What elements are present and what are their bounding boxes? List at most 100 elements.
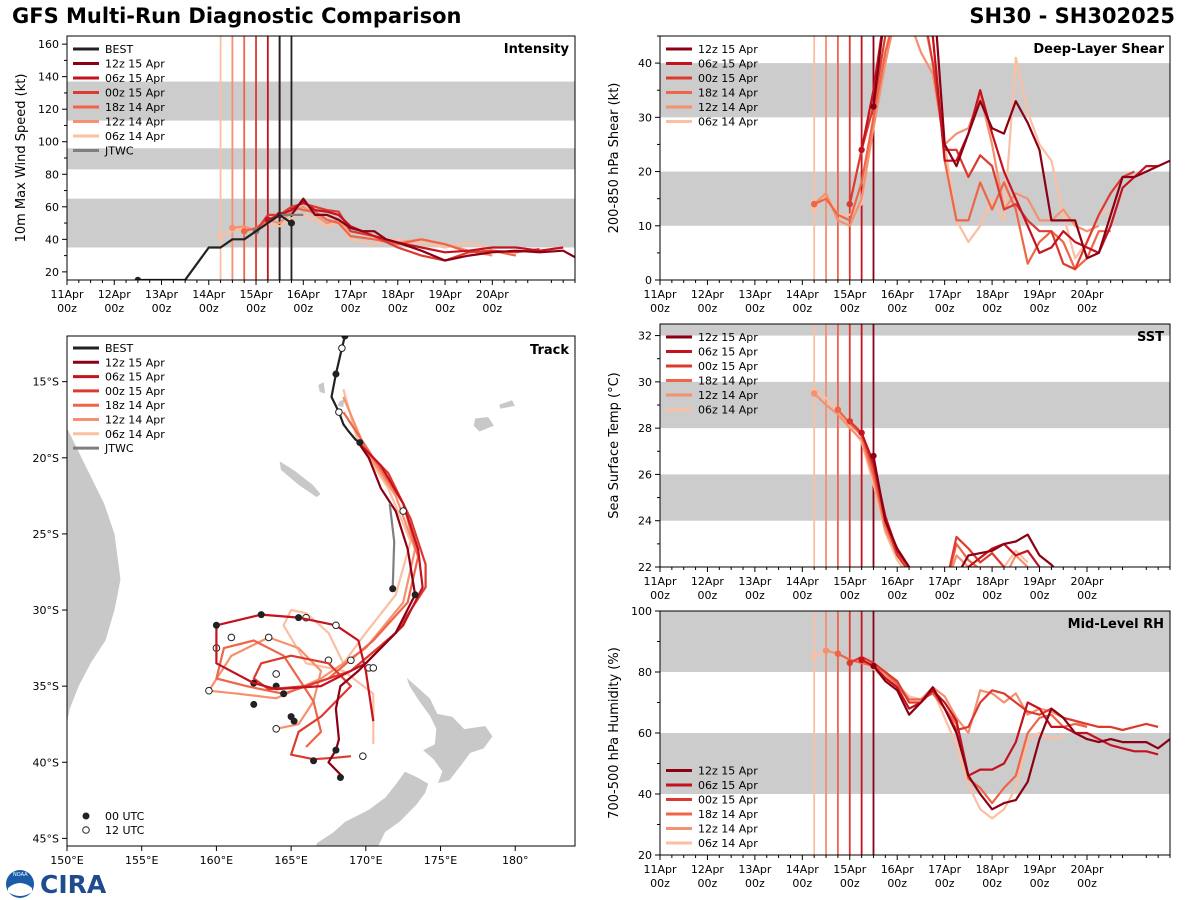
intensity-xtick-hour-2: 00z: [152, 302, 172, 315]
intensity-xtick-hour-9: 00z: [482, 302, 502, 315]
track-00utc-marker-12z-15-apr-1: [332, 746, 340, 754]
track-legend-00utc-label: 00 UTC: [105, 810, 145, 823]
rh-xtick-hour-0: 00z: [650, 877, 670, 890]
rh-series-06z-15-apr: [861, 658, 1159, 777]
track-series-00z-15-apr: [252, 441, 427, 761]
track-12utc-marker-best-0: [338, 344, 346, 352]
track-12utc-marker-12z-15-apr-0: [399, 507, 407, 515]
shear-title: Deep-Layer Shear: [1033, 42, 1164, 57]
rh-init-point-12z-14-apr: [822, 647, 830, 654]
track-legend-label-00z-15-apr: 00z 15 Apr: [105, 385, 165, 398]
sst-ytick-label-28: 28: [638, 422, 652, 435]
rh-ytick-label-40: 40: [638, 788, 652, 801]
track-legend-00utc-marker: [82, 812, 90, 820]
new-caledonia-land: [278, 460, 322, 498]
sst-ytick-label-32: 32: [638, 330, 652, 343]
intensity-legend-label-12z-15-apr: 12z 15 Apr: [105, 58, 165, 71]
shear-frame: [659, 35, 1171, 281]
track-00utc-marker-best-2: [356, 439, 364, 447]
rh-xtick-hour-1: 00z: [698, 877, 718, 890]
intensity-ytick-label-120: 120: [38, 103, 59, 116]
intensity-xtick-hour-8: 00z: [435, 302, 455, 315]
track-ytick-label-0: 15°S: [33, 376, 59, 389]
track-00utc-marker-06z-15-apr-0: [212, 621, 220, 629]
rh-band-0: [660, 733, 1170, 794]
sst-xtick-day-5: 16Apr: [881, 575, 915, 588]
sst-panel: 22242628303211Apr00z12Apr00z13Apr00z14Ap…: [607, 323, 1171, 602]
track-00utc-marker-06z-15-apr-2: [295, 614, 303, 622]
intensity-ytick-label-160: 160: [38, 38, 59, 51]
intensity-xtick-day-9: 20Apr: [476, 288, 510, 301]
track-ytick-label-1: 20°S: [33, 452, 59, 465]
shear-legend-label-06z-15-apr: 06z 15 Apr: [698, 58, 758, 71]
sst-legend-label-12z-15-apr: 12z 15 Apr: [698, 331, 758, 344]
sst-legend-label-18z-14-apr: 18z 14 Apr: [698, 375, 758, 388]
intensity-xtick-day-7: 18Apr: [381, 288, 415, 301]
intensity-xtick-hour-0: 00z: [57, 302, 77, 315]
sst-xtick-hour-7: 00z: [982, 589, 1002, 602]
sst-xtick-day-7: 18Apr: [976, 575, 1010, 588]
ocean-background: [67, 336, 575, 846]
intensity-init-point-06z-14-apr: [217, 232, 224, 240]
rh-xtick-hour-3: 00z: [792, 877, 812, 890]
intensity-ytick-label-80: 80: [45, 168, 59, 181]
shear-legend-label-18z-14-apr: 18z 14 Apr: [698, 87, 758, 100]
intensity-legend-label-06z-14-apr: 06z 14 Apr: [105, 130, 165, 143]
rh-xtick-hour-7: 00z: [982, 877, 1002, 890]
track-12utc-marker-18z-14-apr-1: [272, 670, 280, 678]
sst-xtick-hour-2: 00z: [745, 589, 765, 602]
vanuatu-island-b: [337, 397, 346, 408]
intensity-xtick-hour-6: 00z: [341, 302, 361, 315]
track-xtick-label-0: 150°E: [50, 854, 83, 867]
sst-xtick-day-3: 14Apr: [786, 575, 820, 588]
track-xtick-label-3: 165°E: [274, 854, 307, 867]
intensity-xtick-day-8: 19Apr: [429, 288, 463, 301]
sst-xtick-hour-4: 00z: [840, 589, 860, 602]
track-ytick-label-5: 40°S: [33, 756, 59, 769]
intensity-xtick-day-3: 14Apr: [192, 288, 226, 301]
track-title: Track: [530, 343, 569, 358]
sst-init-point-12z-15-apr: [870, 452, 877, 460]
rh-xtick-day-2: 13Apr: [738, 863, 772, 876]
sst-series-00z-15-apr: [849, 420, 1005, 567]
track-legend-label-12z-15-apr: 12z 15 Apr: [105, 356, 165, 369]
rh-legend-label-06z-14-apr: 06z 14 Apr: [698, 837, 758, 850]
intensity-legend-label-jtwc: JTWC: [104, 145, 134, 158]
sst-legend-label-06z-14-apr: 06z 14 Apr: [698, 404, 758, 417]
intensity-init-point-12z-14-apr: [229, 224, 236, 232]
track-series-06z-15-apr: [215, 441, 424, 722]
intensity-ytick-label-60: 60: [45, 201, 59, 214]
intensity-ylabel: 10m Max Wind Speed (kt): [14, 74, 29, 243]
sst-init-point-12z-14-apr: [810, 390, 818, 397]
shear-xtick-day-0: 11Apr: [643, 288, 677, 301]
shear-xtick-day-2: 13Apr: [738, 288, 772, 301]
shear-xtick-day-5: 16Apr: [881, 288, 915, 301]
rh-xtick-day-1: 12Apr: [691, 863, 725, 876]
shear-xtick-hour-4: 00z: [840, 302, 860, 315]
sst-ytick-label-24: 24: [638, 515, 652, 528]
intensity-series-12z-15-apr: [279, 197, 575, 262]
rh-series-00z-15-apr: [849, 655, 1159, 732]
sst-xtick-day-0: 11Apr: [643, 575, 677, 588]
sst-xtick-day-4: 15Apr: [833, 575, 867, 588]
rh-legend-label-06z-15-apr: 06z 15 Apr: [698, 779, 758, 792]
shear-series-18z-14-apr: [813, 36, 1111, 271]
shear-xtick-hour-9: 00z: [1077, 302, 1097, 315]
rh-ytick-label-60: 60: [638, 727, 652, 740]
shear-xtick-day-3: 14Apr: [786, 288, 820, 301]
rh-legend-label-00z-15-apr: 00z 15 Apr: [698, 794, 758, 807]
rh-xtick-day-5: 16Apr: [881, 863, 915, 876]
rh-ytick-label-20: 20: [638, 849, 652, 862]
rh-init-point-06z-14-apr: [810, 653, 818, 660]
shear-init-point-18z-14-apr: [810, 200, 818, 208]
shear-ytick-label-10: 10: [638, 220, 652, 233]
sst-ytick-label-26: 26: [638, 468, 652, 481]
sst-init-point-18z-14-apr: [834, 406, 842, 413]
intensity-band-2: [67, 81, 575, 121]
sst-legend-label-06z-15-apr: 06z 15 Apr: [698, 346, 758, 359]
track-xtick-label-4: 170°E: [349, 854, 382, 867]
track-00utc-marker-00z-15-apr-2: [310, 757, 318, 765]
track-00utc-marker-18z-14-apr-1: [250, 700, 258, 708]
shear-xtick-day-4: 15Apr: [833, 288, 867, 301]
shear-legend-label-12z-14-apr: 12z 14 Apr: [698, 101, 758, 114]
